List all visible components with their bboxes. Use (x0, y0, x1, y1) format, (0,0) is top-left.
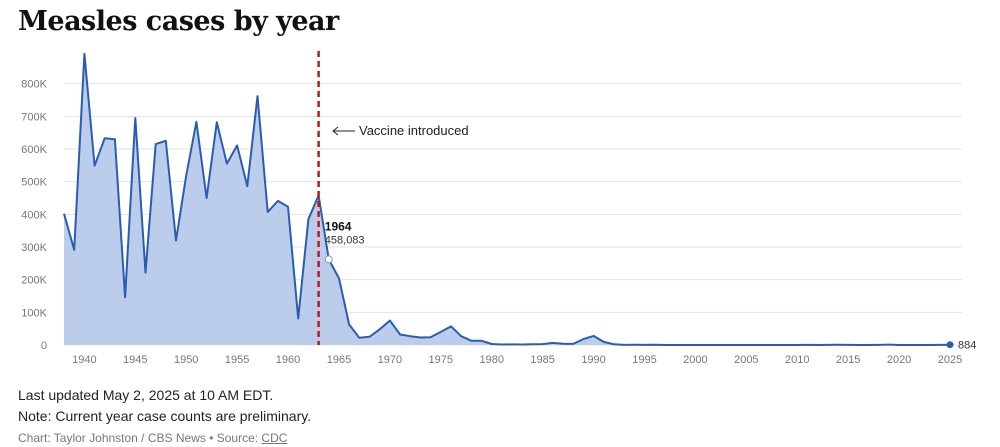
x-tick-1960: 1960 (276, 354, 300, 366)
x-tick-1965: 1965 (327, 354, 351, 366)
x-tick-1950: 1950 (174, 354, 198, 366)
cases-line (63, 52, 951, 346)
x-tick-2015: 2015 (836, 354, 860, 366)
x-tick-2020: 2020 (887, 354, 911, 366)
chart-title: Measles cases by year (18, 6, 339, 37)
vaccine-annotation: Vaccine introduced (332, 123, 469, 138)
x-axis-tick-labels: 1940 1945 1950 1955 1960 1965 1970 1975 1980 1985… (72, 354, 962, 366)
x-tick-1980: 1980 (479, 354, 503, 366)
y-tick-500K: 500K (21, 177, 47, 189)
x-tick-1945: 1945 (123, 354, 147, 366)
y-axis-tick-labels: 0 100K 200K 300K 400K 500K 600K 700K 800K (21, 79, 47, 352)
chart-credit: Chart: Taylor Johnston / CBS News • Sour… (18, 431, 287, 445)
highlight-year-label: 1964 (325, 219, 352, 233)
x-tick-2010: 2010 (785, 354, 809, 366)
x-tick-2005: 2005 (734, 354, 758, 366)
x-tick-1975: 1975 (429, 354, 453, 366)
y-tick-600K: 600K (21, 144, 47, 156)
latest-year-point[interactable] (946, 341, 954, 349)
y-tick-100K: 100K (21, 307, 47, 319)
y-tick-400K: 400K (21, 209, 47, 221)
x-tick-1940: 1940 (72, 354, 96, 366)
y-tick-700K: 700K (21, 111, 47, 123)
highlight-value-label: 458,083 (325, 234, 365, 246)
x-tick-1995: 1995 (632, 354, 656, 366)
x-tick-1990: 1990 (581, 354, 605, 366)
y-tick-300K: 300K (21, 242, 47, 254)
vaccine-annotation-label: Vaccine introduced (359, 123, 469, 138)
x-tick-1970: 1970 (378, 354, 402, 366)
latest-year-value-label: 884 (958, 340, 976, 352)
cases-area (64, 53, 950, 346)
x-tick-1955: 1955 (225, 354, 249, 366)
credit-text: Chart: Taylor Johnston / CBS News • Sour… (18, 431, 262, 445)
x-tick-1985: 1985 (530, 354, 554, 366)
y-tick-800K: 800K (21, 79, 47, 91)
x-tick-2000: 2000 (683, 354, 707, 366)
source-link-cdc[interactable]: CDC (261, 431, 288, 445)
highlight-point-1964[interactable] (324, 255, 333, 264)
annotation-arrow-head (332, 126, 339, 136)
y-tick-0: 0 (41, 340, 47, 352)
preliminary-note: Note: Current year case counts are preli… (18, 408, 312, 424)
y-tick-200K: 200K (21, 275, 47, 287)
x-tick-2025: 2025 (938, 354, 962, 366)
last-updated-text: Last updated May 2, 2025 at 10 AM EDT. (18, 387, 274, 403)
